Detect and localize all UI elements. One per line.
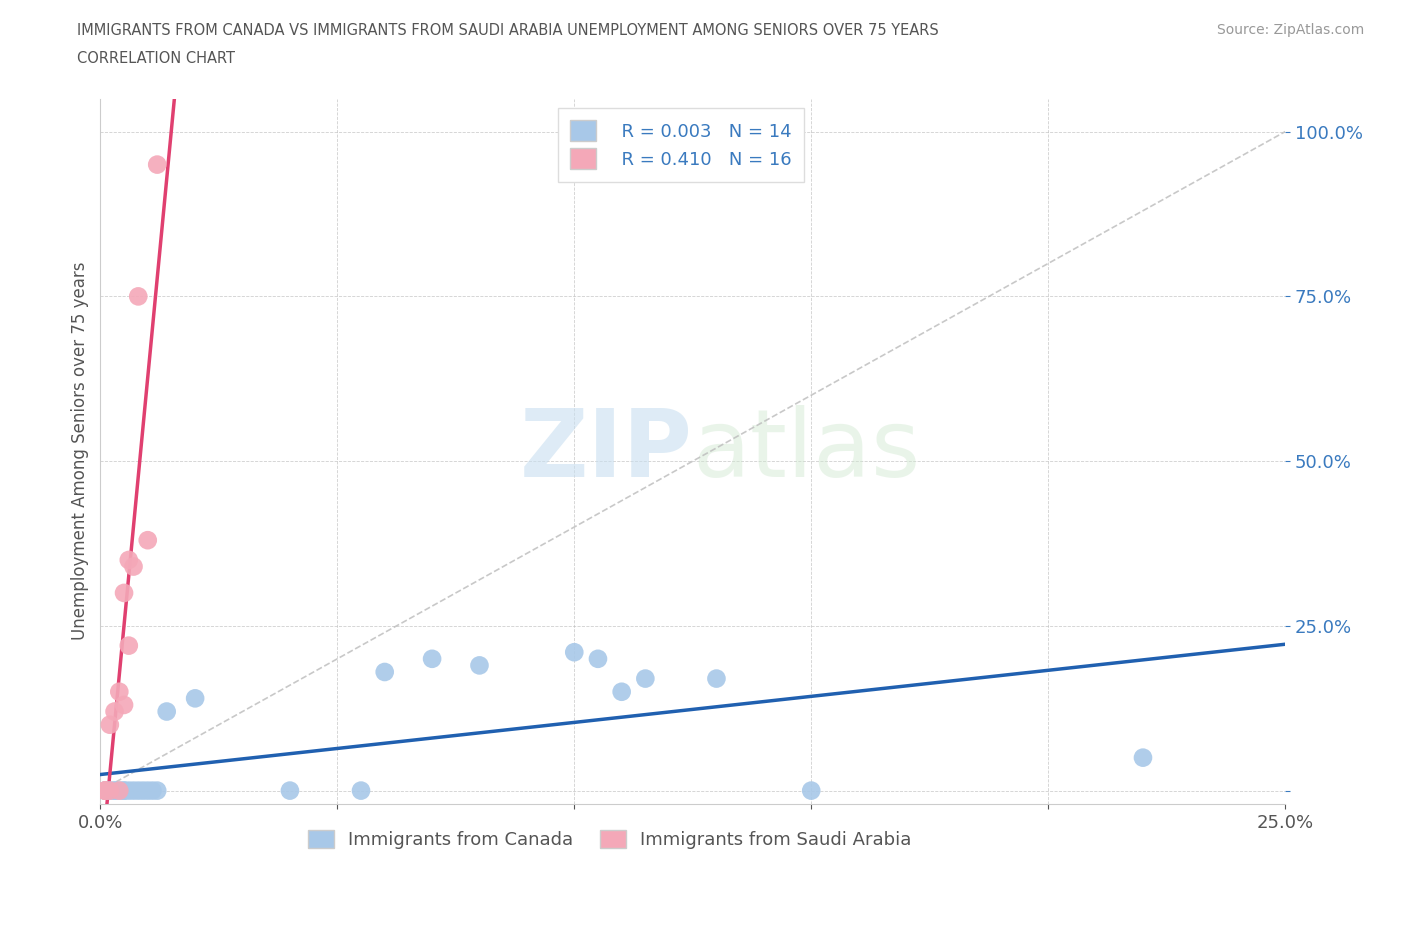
Point [94, 783, 117, 798]
Point [374, 665, 396, 680]
Point [800, 783, 823, 798]
Point [122, 783, 145, 798]
Point [141, 783, 163, 798]
Point [94, 783, 117, 798]
Point [118, 638, 141, 653]
Point [1132, 751, 1154, 765]
Point [94, 783, 117, 798]
Point [112, 586, 135, 601]
Point [562, 644, 585, 659]
Point [94, 783, 117, 798]
Point [706, 671, 728, 686]
Point [98, 783, 121, 798]
Text: atlas: atlas [693, 405, 921, 498]
Legend: Immigrants from Canada, Immigrants from Saudi Arabia: Immigrants from Canada, Immigrants from … [299, 821, 921, 858]
Point [103, 783, 125, 798]
Point [278, 783, 301, 798]
Point [103, 704, 125, 719]
Point [184, 691, 207, 706]
Point [103, 783, 125, 798]
Point [350, 783, 373, 798]
Point [94, 783, 117, 798]
Point [98, 717, 121, 732]
Point [586, 651, 609, 666]
Point [98, 783, 121, 798]
Point [108, 783, 131, 798]
Point [420, 651, 443, 666]
Point [136, 783, 159, 798]
Point [136, 533, 159, 548]
Point [127, 783, 149, 798]
Point [112, 783, 135, 798]
Point [468, 658, 491, 672]
Point [127, 289, 149, 304]
Point [634, 671, 657, 686]
Point [112, 698, 135, 712]
Point [132, 783, 155, 798]
Point [108, 783, 131, 798]
Point [122, 559, 145, 574]
Text: Source: ZipAtlas.com: Source: ZipAtlas.com [1216, 23, 1364, 37]
Point [118, 783, 141, 798]
Point [118, 552, 141, 567]
Point [108, 684, 131, 699]
Point [146, 783, 169, 798]
Point [610, 684, 633, 699]
Y-axis label: Unemployment Among Seniors over 75 years: Unemployment Among Seniors over 75 years [72, 262, 89, 641]
Point [146, 157, 169, 172]
Point [156, 704, 179, 719]
Text: IMMIGRANTS FROM CANADA VS IMMIGRANTS FROM SAUDI ARABIA UNEMPLOYMENT AMONG SENIOR: IMMIGRANTS FROM CANADA VS IMMIGRANTS FRO… [77, 23, 939, 38]
Text: ZIP: ZIP [520, 405, 693, 498]
Point [112, 783, 135, 798]
Text: CORRELATION CHART: CORRELATION CHART [77, 51, 235, 66]
